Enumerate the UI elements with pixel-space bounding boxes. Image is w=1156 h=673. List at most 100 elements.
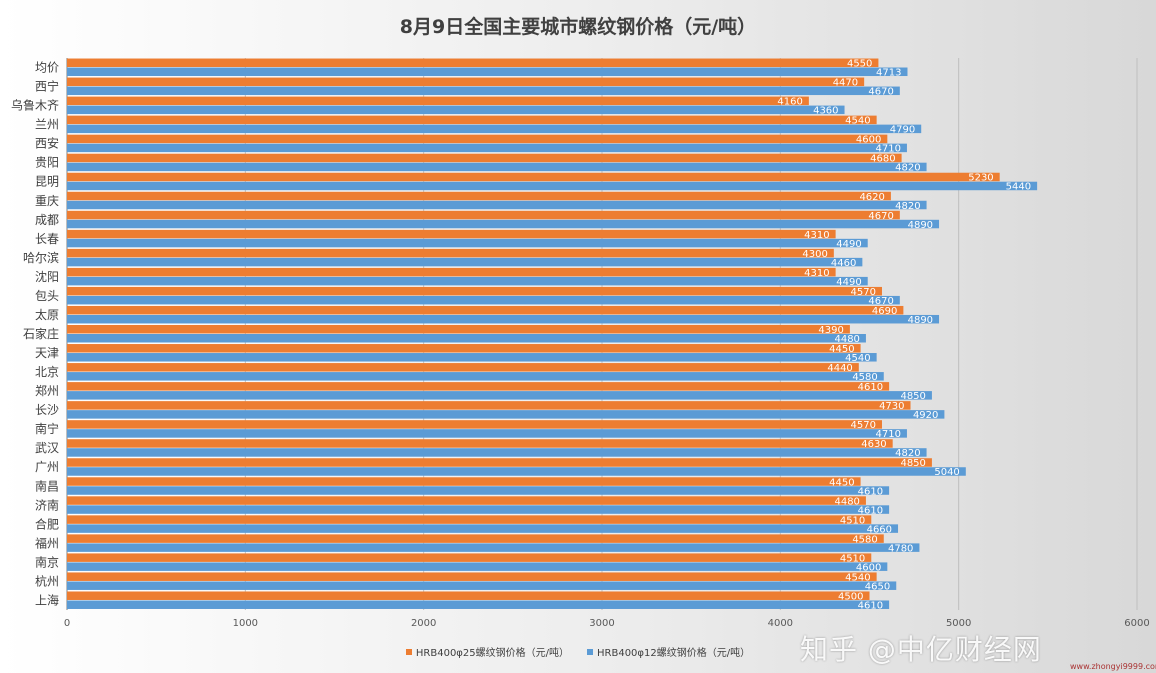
x-tick-label: 5000 <box>946 618 971 629</box>
category-label: 石家庄 <box>23 326 59 341</box>
data-label: 4500 <box>838 591 863 602</box>
data-label: 4490 <box>836 239 861 250</box>
bar-phi25 <box>67 401 911 410</box>
x-tick-label: 3000 <box>589 618 614 629</box>
data-label: 5040 <box>934 467 959 478</box>
bar-phi25 <box>67 477 861 486</box>
category-label: 重庆 <box>35 194 59 208</box>
bar-phi12 <box>67 257 863 267</box>
data-label: 4580 <box>852 534 877 545</box>
x-tick-label: 1000 <box>233 618 258 629</box>
data-label: 4460 <box>831 258 856 269</box>
category-label: 太原 <box>35 307 59 322</box>
x-tick-label: 6000 <box>1124 618 1149 629</box>
data-label: 4510 <box>840 515 865 526</box>
bar-phi12 <box>67 181 1038 191</box>
data-label: 4890 <box>908 220 933 231</box>
category-label: 均价 <box>35 61 59 75</box>
category-label: 北京 <box>35 365 59 379</box>
data-label: 4550 <box>847 59 872 70</box>
legend-item-phi25: HRB400φ25螺纹钢价格（元/吨） <box>405 644 569 659</box>
bar-phi12 <box>67 105 845 115</box>
data-label: 4620 <box>859 192 884 203</box>
legend-swatch <box>405 648 412 655</box>
category-label: 济南 <box>35 497 59 512</box>
data-label: 4790 <box>890 125 915 136</box>
chart-title: 8月9日全国主要城市螺纹钢价格（元/吨） <box>399 16 757 38</box>
bar-phi25 <box>67 344 861 353</box>
legend-item-phi12: HRB400φ12螺纹钢价格（元/吨） <box>587 644 750 659</box>
data-label: 4630 <box>861 439 886 450</box>
data-label: 4600 <box>856 135 881 146</box>
bar-phi12 <box>67 562 888 571</box>
legend: HRB400φ25螺纹钢价格（元/吨） HRB400φ12螺纹钢价格（元/吨） <box>0 644 1156 659</box>
bar-phi12 <box>67 486 890 495</box>
bar-phi12 <box>67 391 932 400</box>
data-label: 4490 <box>836 277 861 288</box>
bar-phi25 <box>67 420 882 429</box>
data-label: 4670 <box>868 87 893 98</box>
bar-phi12 <box>67 410 945 419</box>
x-tick-label: 2000 <box>411 618 436 629</box>
data-label: 5230 <box>968 173 993 184</box>
category-label: 沈阳 <box>35 269 59 284</box>
bar-phi25 <box>67 496 866 505</box>
watermark-url: www.zhongyi9999.com <box>1070 662 1156 671</box>
category-label: 天津 <box>35 346 59 360</box>
bar-phi12 <box>67 543 920 552</box>
data-label: 4850 <box>900 391 925 402</box>
bar-phi12 <box>67 448 927 457</box>
category-label: 乌鲁木齐 <box>11 98 59 113</box>
data-label: 4610 <box>858 505 883 516</box>
data-label: 4610 <box>858 600 883 611</box>
category-label: 郑州 <box>35 383 59 398</box>
category-label: 哈尔滨 <box>23 250 59 265</box>
data-label: 4920 <box>913 410 938 421</box>
data-label: 4160 <box>777 97 802 108</box>
data-label: 4480 <box>834 334 859 345</box>
bar-phi25 <box>67 58 879 68</box>
bar-phi25 <box>67 439 893 448</box>
bar-phi12 <box>67 162 927 172</box>
bar-phi12 <box>67 581 897 590</box>
category-label: 贵阳 <box>35 156 59 170</box>
category-label: 包头 <box>35 289 59 303</box>
data-label: 4580 <box>852 372 877 383</box>
category-label: 广州 <box>35 460 59 474</box>
legend-label: HRB400φ12螺纹钢价格（元/吨） <box>597 648 751 659</box>
bar-phi25 <box>67 77 865 87</box>
data-label: 4360 <box>813 106 838 117</box>
data-label: 4300 <box>802 249 827 260</box>
data-label: 4600 <box>856 562 881 573</box>
bar-phi12 <box>67 429 907 438</box>
bar-phi25 <box>67 382 890 391</box>
category-label: 长春 <box>35 232 59 246</box>
bar-phi25 <box>67 96 809 106</box>
category-label: 昆明 <box>35 175 59 189</box>
bar-phi25 <box>67 191 891 201</box>
data-label: 4670 <box>868 211 893 222</box>
bar-phi12 <box>67 67 908 77</box>
category-label: 合肥 <box>35 516 59 531</box>
bar-phi12 <box>67 200 927 210</box>
bar-phi25 <box>67 248 834 258</box>
bar-phi25 <box>67 134 888 144</box>
bar-phi25 <box>67 115 877 125</box>
category-label: 成都 <box>35 213 59 227</box>
data-label: 4890 <box>908 315 933 326</box>
bar-phi25 <box>67 229 836 239</box>
bar-phi25 <box>67 325 850 334</box>
bar-phi12 <box>67 143 907 153</box>
bar-phi25 <box>67 553 872 562</box>
data-label: 4650 <box>865 581 890 592</box>
bar-phi25 <box>67 210 900 220</box>
data-label: 4690 <box>872 306 897 317</box>
data-label: 4820 <box>895 201 920 212</box>
data-label: 4570 <box>851 287 876 298</box>
legend-label: HRB400φ25螺纹钢价格（元/吨） <box>415 648 569 659</box>
data-label: 4450 <box>829 477 854 488</box>
bar-phi12 <box>67 467 966 476</box>
bar-phi25 <box>67 305 904 315</box>
bar-phi25 <box>67 458 932 467</box>
bar-phi25 <box>67 172 1000 182</box>
